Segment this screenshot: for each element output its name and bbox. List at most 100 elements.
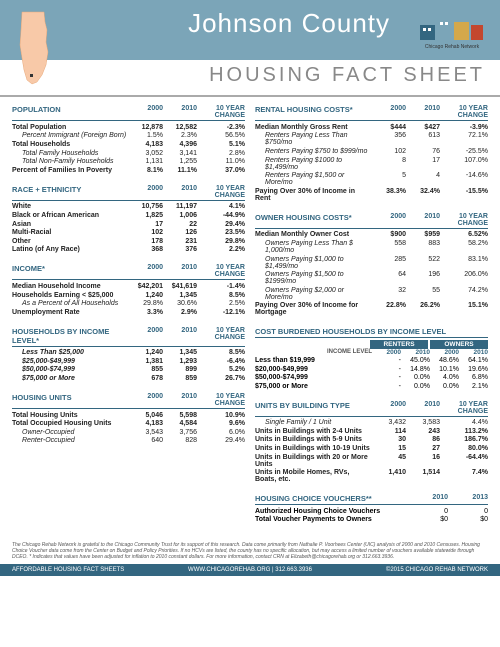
value-change: 23.5% [197,229,245,236]
section-header: RENTAL HOUSING COSTS* 2000 2010 10 YEAR … [255,105,488,121]
data-row: Single Family / 1 Unit 3,432 3,583 4.4% [255,419,488,428]
data-row: Units in Buildings with 10-19 Units 15 2… [255,444,488,453]
row-label: Renters Paying $1000 to $1,499/mo [255,157,372,171]
section-title: POPULATION [12,105,129,119]
value-2010: 32.4% [406,188,440,202]
data-row: Unemployment Rate 3.3% 2.9% -12.1% [12,308,245,317]
col-header-change: 10 YEAR CHANGE [197,105,245,119]
housing-units-section: HOUSING UNITS 2000 2010 10 YEAR CHANGE T… [12,393,245,445]
value-change: 5.2% [197,366,245,373]
data-row: Multi-Racial 102 126 23.5% [12,228,245,237]
section-title: HOUSEHOLDS BY INCOME LEVEL* [12,327,129,345]
row-label: As a Percent of All Households [12,300,129,307]
value-change: 113.2% [440,428,488,435]
cb-value: 19.6% [459,366,488,373]
section-header: UNITS BY BUILDING TYPE 2000 2010 10 YEAR… [255,401,488,417]
section-title: HOUSING CHOICE VOUCHERS** [255,494,408,503]
row-label: Less Than $25,000 [12,349,129,356]
value-2010: 1,255 [163,158,197,165]
row-label: Renter-Occupied [12,437,129,444]
row-label: Paying Over 30% of Income for Mortgage [255,302,372,316]
col-header-2000: 2000 [372,213,406,227]
cb-row: $75,000 or More-0.0%0.0%2.1% [255,382,488,391]
value-2010: $427 [406,124,440,131]
data-row: Owners Paying $1,500 to $1999/mo 64 196 … [255,270,488,286]
data-row: Units in Buildings with 20 or More Units… [255,453,488,469]
value-change: 83.1% [440,256,488,270]
row-label: Median Monthly Gross Rent [255,124,372,131]
value-change: 15.1% [440,302,488,316]
row-label: $75,000 or More [12,375,129,382]
data-row: Paying Over 30% of Income for Mortgage 2… [255,302,488,318]
footer-bar: AFFORDABLE HOUSING FACT SHEETS WWW.CHICA… [0,564,500,576]
value-2010: 5,598 [163,412,197,419]
vouchers-section: HOUSING CHOICE VOUCHERS** 2010 2013 Auth… [255,494,488,524]
value-2000: 114 [372,428,406,435]
data-row: Owners Paying Less Than $ 1,000/mo 558 8… [255,239,488,255]
footer-right: ©2015 CHICAGO REHAB NETWORK [329,567,488,573]
value-2000: 368 [129,246,163,253]
value-change: 206.0% [440,271,488,285]
row-label: $25,000-$49,999 [12,358,129,365]
col-header-2000: 2000 [129,327,163,345]
footer-center: WWW.CHICAGOREHAB.ORG | 312.663.3936 [171,567,330,573]
cb-value: 0.0% [401,374,430,381]
value-2000: 558 [372,240,406,254]
value-2010: 613 [406,132,440,146]
cost-burden-section: COST BURDENED HOUSEHOLDS BY INCOME LEVEL… [255,327,488,390]
value-2010: 1,514 [406,469,440,483]
value-2000: 17 [129,221,163,228]
voucher-value: $0 [448,516,488,523]
value-2010: 1,006 [163,212,197,219]
income-level-label: INCOME LEVEL [255,349,372,356]
value-2010: 126 [163,229,197,236]
cb-value: 45.0% [401,357,430,364]
value-2010: 2.3% [163,132,197,139]
value-change: 6.0% [197,429,245,436]
value-change: -14.6% [440,172,488,186]
right-column: RENTAL HOUSING COSTS* 2000 2010 10 YEAR … [255,105,488,534]
value-2010: 522 [406,256,440,270]
value-change: 80.0% [440,445,488,452]
page: Johnson County Chicago Rehab Network HOU… [0,0,500,576]
col-header: 2010 [408,494,448,503]
row-label: Latino (of Any Race) [12,246,129,253]
value-2000: 1,131 [129,158,163,165]
cb-value: 14.8% [401,366,430,373]
value-change: 8.5% [197,349,245,356]
col-header-2010: 2010 [163,105,197,119]
cb-year: 2000 [372,349,401,356]
col-header-change: 10 YEAR CHANGE [197,327,245,345]
value-change: 4.1% [197,203,245,210]
data-row: Black or African American 1,825 1,006 -4… [12,211,245,220]
value-change: -12.1% [197,309,245,316]
value-2000: 8 [372,157,406,171]
data-row: Units in Buildings with 5-9 Units 30 86 … [255,436,488,445]
section-title: RENTAL HOUSING COSTS* [255,105,372,119]
illinois-state-icon [12,10,62,88]
col-header-change: 10 YEAR CHANGE [440,401,488,415]
row-label: $50,000-$74,999 [12,366,129,373]
value-2000: 678 [129,375,163,382]
voucher-label: Authorized Housing Choice Vouchers [255,508,408,515]
section-header: INCOME* 2000 2010 10 YEAR CHANGE [12,264,245,280]
value-2000: 64 [372,271,406,285]
data-row: $75,000 or More 678 859 26.7% [12,374,245,383]
content: POPULATION 2000 2010 10 YEAR CHANGE Tota… [0,97,500,538]
value-2000: 855 [129,366,163,373]
data-row: Owners Paying $2,000 or More/mo 32 55 74… [255,286,488,302]
data-row: Asian 17 22 29.4% [12,220,245,229]
cb-value: - [372,383,401,390]
cb-value: 10.1% [430,366,459,373]
cb-value: - [372,357,401,364]
value-change: 37.0% [197,167,245,174]
value-2000: 8.1% [129,167,163,174]
value-change: 29.4% [197,221,245,228]
data-row: Renters Paying $750 to $999/mo 102 76 -2… [255,147,488,156]
value-change: -64.4% [440,454,488,468]
subtitle-bar: HOUSING FACT SHEET [0,60,500,97]
col-header-change: 10 YEAR CHANGE [440,105,488,119]
value-2000: 3.3% [129,309,163,316]
value-2010: 859 [163,375,197,382]
value-2000: 10,756 [129,203,163,210]
